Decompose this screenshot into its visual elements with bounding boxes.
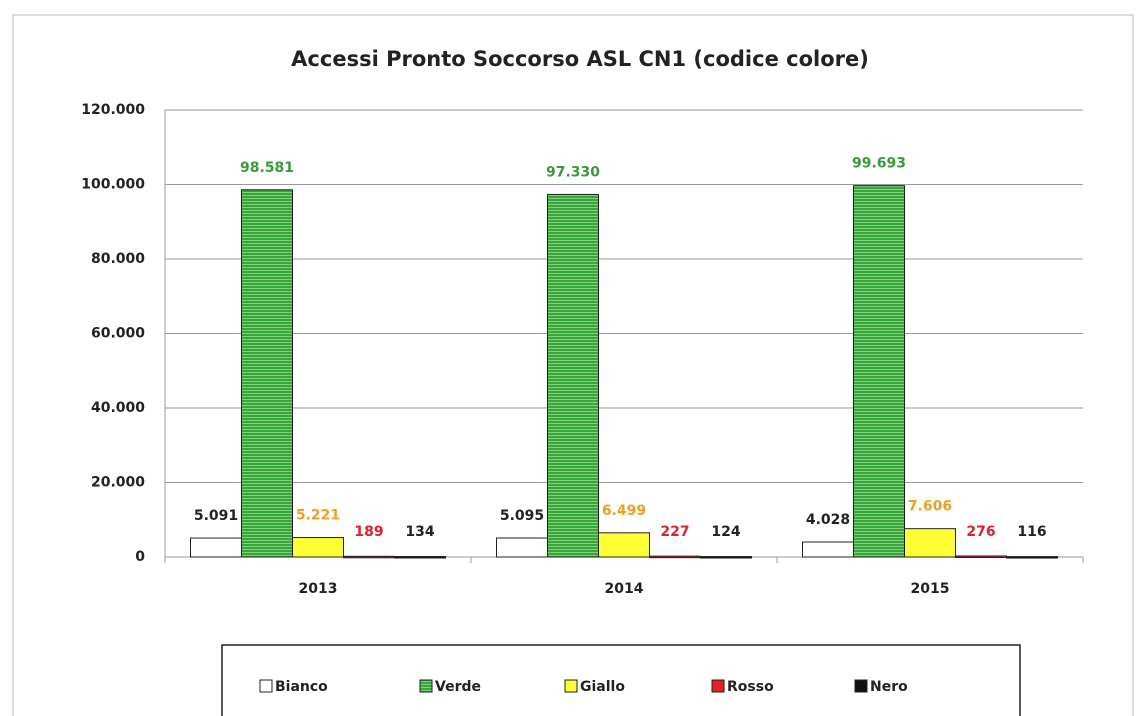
- legend-label: Rosso: [727, 679, 774, 695]
- data-label: 124: [711, 524, 740, 540]
- bar: [904, 528, 956, 558]
- data-label: 5.221: [296, 508, 340, 524]
- chart-title: Accessi Pronto Soccorso ASL CN1 (codice …: [291, 47, 869, 71]
- legend-label: Nero: [870, 679, 908, 695]
- data-label: 4.028: [806, 512, 850, 528]
- data-label: 6.499: [602, 503, 646, 519]
- legend-label: Giallo: [580, 679, 625, 695]
- bar: [547, 193, 599, 558]
- bar: [700, 556, 752, 559]
- y-tick-label: 60.000: [91, 326, 145, 342]
- legend-swatch: [419, 679, 433, 693]
- bar: [802, 541, 854, 558]
- x-tick-label: 2013: [299, 581, 338, 597]
- bar: [292, 537, 344, 558]
- bar: [190, 537, 242, 558]
- data-label: 5.091: [194, 508, 238, 524]
- bar: [496, 537, 548, 558]
- bar: [394, 556, 446, 559]
- legend-label: Verde: [435, 679, 481, 695]
- chart-frame: [12, 14, 1134, 716]
- x-tick-label: 2014: [605, 581, 644, 597]
- bar: [598, 532, 650, 558]
- y-tick-label: 40.000: [91, 400, 145, 416]
- data-label: 5.095: [500, 508, 544, 524]
- legend-box: [221, 644, 1021, 716]
- bar: [1006, 556, 1058, 559]
- bar: [343, 555, 395, 559]
- data-label: 227: [660, 524, 689, 540]
- y-tick-label: 20.000: [91, 475, 145, 491]
- legend-swatch: [564, 679, 578, 693]
- data-label: 97.330: [546, 164, 600, 180]
- y-tick-label: 80.000: [91, 251, 145, 267]
- bar: [649, 555, 701, 559]
- y-tick-label: 0: [135, 549, 145, 565]
- legend-swatch: [854, 679, 868, 693]
- data-label: 134: [405, 524, 434, 540]
- legend-swatch: [259, 679, 273, 693]
- bar: [241, 189, 293, 558]
- data-label: 99.693: [852, 156, 906, 172]
- legend-swatch: [711, 679, 725, 693]
- data-label: 276: [966, 524, 995, 540]
- x-tick-label: 2015: [911, 581, 950, 597]
- y-tick-label: 100.000: [81, 177, 145, 193]
- bar: [853, 185, 905, 558]
- legend-label: Bianco: [275, 679, 328, 695]
- data-label: 189: [354, 524, 383, 540]
- y-tick-label: 120.000: [81, 102, 145, 118]
- bar: [955, 555, 1007, 558]
- data-label: 98.581: [240, 160, 294, 176]
- data-label: 116: [1017, 524, 1046, 540]
- data-label: 7.606: [908, 499, 952, 515]
